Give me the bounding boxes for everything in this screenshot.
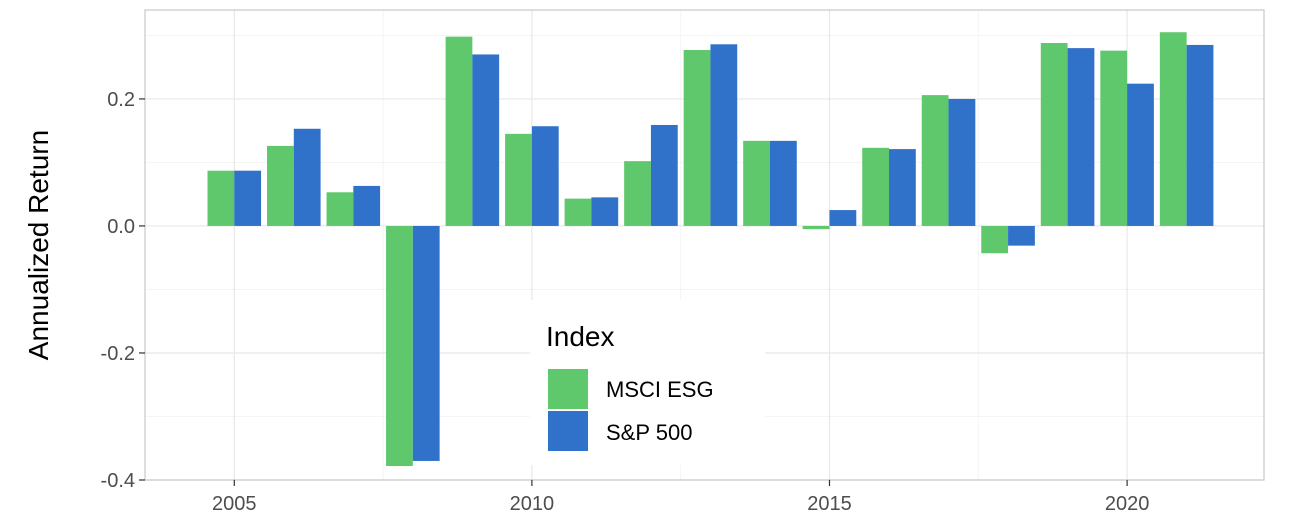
bar-msci-esg-2012 — [624, 161, 651, 226]
bar-s-p-500-2014 — [769, 140, 797, 226]
legend-label-msci-esg: MSCI ESG — [606, 377, 714, 402]
x-tick-label: 2005 — [212, 493, 257, 515]
y-tick-label: -0.4 — [101, 470, 135, 492]
x-tick-label: 2015 — [807, 493, 852, 515]
bar-s-p-500-2006 — [293, 128, 321, 226]
bar-msci-esg-2007 — [326, 192, 354, 226]
y-axis-ticks: -0.4 -0.2 0.0 0.2 — [101, 89, 145, 492]
y-axis-title: Annualized Return — [23, 130, 54, 360]
bar-s-p-500-2013 — [710, 44, 738, 226]
bar-msci-esg-2016 — [862, 147, 890, 226]
bar-s-p-500-2021 — [1186, 44, 1214, 226]
x-axis-ticks: 2005 2010 2015 2020 — [212, 480, 1149, 515]
bar-s-p-500-2012 — [650, 124, 678, 226]
bar-msci-esg-2010 — [505, 133, 532, 226]
x-tick-label: 2020 — [1105, 493, 1150, 515]
legend-key-sp-500 — [548, 411, 588, 451]
bar-s-p-500-2005 — [234, 170, 262, 226]
bar-s-p-500-2011 — [591, 197, 619, 226]
legend-label-sp-500: S&P 500 — [606, 420, 692, 445]
bar-msci-esg-2011 — [564, 198, 592, 226]
bar-msci-esg-2015 — [802, 225, 830, 230]
bar-msci-esg-2018 — [981, 225, 1009, 254]
legend-key-msci-esg — [548, 369, 588, 409]
bar-s-p-500-2018 — [1008, 225, 1035, 246]
bar-s-p-500-2009 — [472, 54, 500, 226]
x-tick-label: 2010 — [510, 493, 555, 515]
bar-msci-esg-2005 — [207, 170, 235, 226]
bar-msci-esg-2008 — [386, 225, 413, 467]
legend: Index MSCI ESG S&P 500 — [530, 300, 765, 465]
bar-s-p-500-2010 — [531, 126, 559, 226]
bar-msci-esg-2017 — [921, 95, 949, 226]
bar-s-p-500-2008 — [412, 225, 440, 461]
bar-s-p-500-2020 — [1127, 83, 1154, 226]
bar-s-p-500-2016 — [889, 149, 916, 226]
y-tick-label: 0.0 — [107, 216, 135, 238]
bar-s-p-500-2017 — [948, 98, 976, 226]
bar-msci-esg-2019 — [1040, 43, 1068, 226]
bars — [207, 32, 1214, 467]
bar-msci-esg-2006 — [267, 145, 294, 226]
bar-msci-esg-2021 — [1159, 32, 1187, 226]
bar-msci-esg-2009 — [445, 36, 473, 226]
bar-msci-esg-2014 — [743, 140, 770, 226]
y-tick-label: -0.2 — [101, 343, 135, 365]
legend-title: Index — [546, 321, 615, 352]
panel-border — [144, 9, 1265, 481]
bar-msci-esg-2013 — [683, 50, 711, 226]
bar-s-p-500-2019 — [1067, 48, 1095, 226]
bar-msci-esg-2020 — [1100, 50, 1128, 226]
y-tick-label: 0.2 — [107, 89, 135, 111]
bar-s-p-500-2007 — [353, 185, 381, 226]
bar-s-p-500-2015 — [829, 210, 857, 226]
